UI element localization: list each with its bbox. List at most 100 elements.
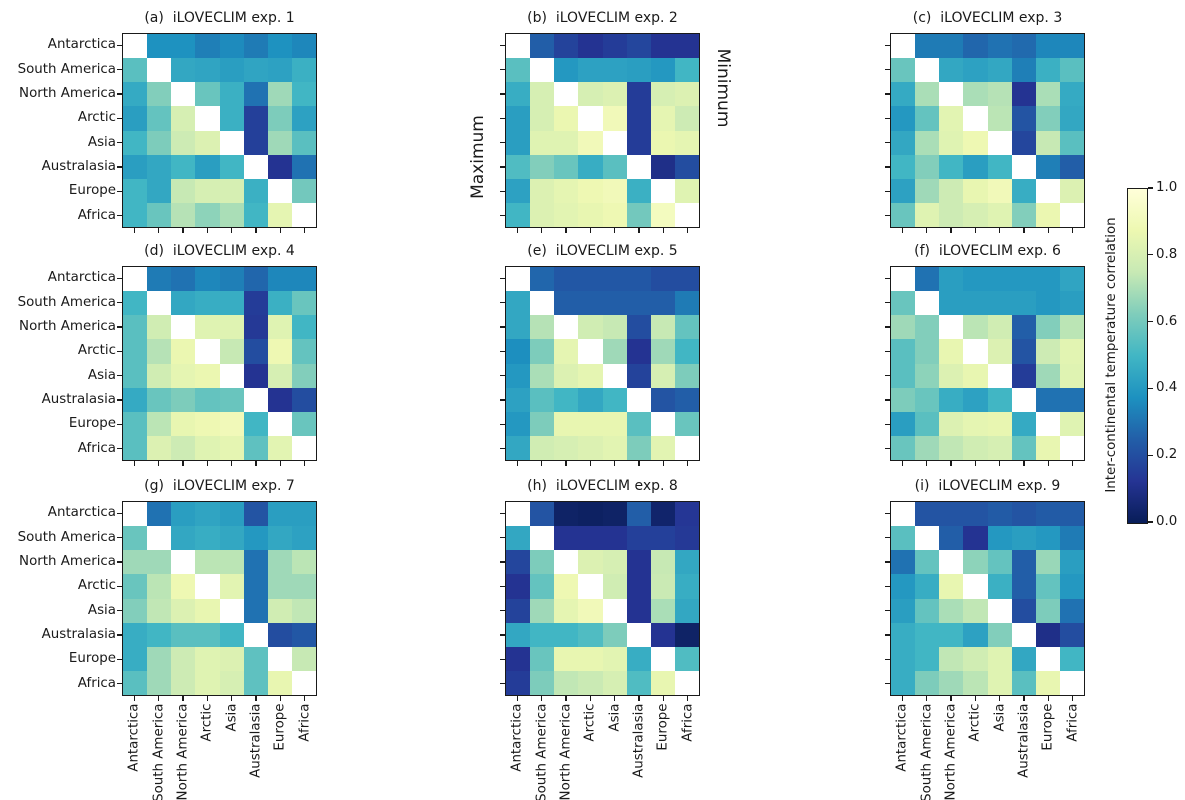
heatmap-cell [674, 154, 699, 179]
heatmap-cell [963, 154, 988, 179]
panel-title: (e) iLOVECLIM exp. 5 [527, 243, 678, 259]
heatmap-cell [1011, 598, 1036, 623]
heatmap-cell [123, 670, 148, 695]
heatmap-cell [915, 502, 940, 527]
heatmap-cell [626, 130, 651, 155]
heatmap-cell [602, 34, 627, 59]
x-tick-label: Asia [992, 703, 1008, 732]
y-tick-mark [500, 142, 505, 144]
heatmap-cell [963, 598, 988, 623]
heatmap-cell [1035, 58, 1060, 83]
heatmap-cell [147, 502, 172, 527]
heatmap-cell [1035, 106, 1060, 131]
heatmap-cell [939, 267, 964, 292]
y-tick-mark [885, 350, 890, 352]
heatmap-cell [243, 670, 268, 695]
minimum-triangle-label: Minimum [713, 48, 733, 128]
heatmap-cell [291, 411, 316, 436]
y-tick-label: Arctic [77, 578, 116, 594]
heatmap-cell [674, 291, 699, 316]
heatmap-cell [915, 106, 940, 131]
x-tick-mark [133, 461, 135, 466]
x-tick-mark [999, 461, 1001, 466]
heatmap-cell [1059, 411, 1084, 436]
panel-title: (c) iLOVECLIM exp. 3 [912, 10, 1063, 26]
heatmap-cell [195, 526, 220, 551]
heatmap-cell [650, 339, 675, 364]
heatmap-cell [530, 363, 555, 388]
heatmap-cell [554, 387, 579, 412]
heatmap-cell [602, 130, 627, 155]
heatmap-cell [219, 363, 244, 388]
y-tick-mark [500, 350, 505, 352]
heatmap-cell [650, 622, 675, 647]
heatmap-cell [915, 58, 940, 83]
y-tick-mark [885, 215, 890, 217]
x-tick-mark [614, 461, 616, 466]
x-tick-label: Antarctica [509, 703, 525, 772]
heatmap-cell [674, 339, 699, 364]
x-tick-mark [950, 696, 952, 701]
heatmap-cell [626, 82, 651, 107]
heatmap-cell [987, 387, 1012, 412]
heatmap-cell [195, 339, 220, 364]
heatmap-cell [530, 622, 555, 647]
heatmap-cell [267, 106, 292, 131]
heatmap-cell [1011, 34, 1036, 59]
heatmap-cell [123, 267, 148, 292]
heatmap-cell [578, 178, 603, 203]
heatmap-cell [578, 291, 603, 316]
heatmap-cell [602, 363, 627, 388]
heatmap-cell [219, 291, 244, 316]
heatmap-cell [963, 622, 988, 647]
heatmap-cell [939, 622, 964, 647]
x-tick-mark [157, 461, 160, 466]
heatmap-cell [267, 411, 292, 436]
x-tick-mark [540, 696, 543, 701]
colorbar-tick-label: 0.0 [1156, 514, 1178, 529]
heatmap-cell [147, 106, 172, 131]
heatmap-cell [626, 154, 651, 179]
x-tick-label: Arctic [199, 703, 215, 742]
heatmap-cell [243, 106, 268, 131]
heatmap-cell [147, 670, 172, 695]
x-tick-label: Australasia [1016, 703, 1032, 778]
heatmap-cell [1059, 106, 1084, 131]
heatmap-cell [1011, 58, 1036, 83]
heatmap-cell [987, 622, 1012, 647]
y-tick-mark [117, 448, 122, 450]
heatmap-cell [267, 34, 292, 59]
heatmap-cell [1035, 502, 1060, 527]
heatmap-cell [267, 339, 292, 364]
x-tick-mark [304, 228, 306, 233]
x-tick-mark [255, 696, 257, 701]
heatmap-cell [267, 363, 292, 388]
heatmap-cell [626, 574, 651, 599]
heatmap-cell [987, 154, 1012, 179]
y-tick-label: Antarctica [47, 505, 116, 521]
heatmap-cell [506, 82, 531, 107]
heatmap-cell [243, 202, 268, 227]
y-tick-label: Arctic [77, 343, 116, 359]
heatmap-cell [195, 646, 220, 671]
heatmap-cell [939, 670, 964, 695]
x-tick-mark [206, 696, 208, 701]
y-tick-label: North America [19, 553, 116, 569]
heatmap-cell [123, 130, 148, 155]
heatmap-cell [674, 178, 699, 203]
heatmap-cell [1059, 202, 1084, 227]
heatmap-cell [915, 339, 940, 364]
heatmap-cell [291, 574, 316, 599]
heatmap-cell [963, 291, 988, 316]
y-tick-mark [500, 399, 505, 401]
y-tick-mark [885, 658, 890, 661]
heatmap-cell [506, 411, 531, 436]
heatmap-cell [291, 82, 316, 107]
heatmap-cell [891, 34, 916, 59]
heatmap-cell [506, 435, 531, 460]
heatmap-cell [987, 411, 1012, 436]
heatmap-cell [267, 315, 292, 340]
heatmap-cell [554, 154, 579, 179]
x-tick-label: Africa [680, 703, 696, 742]
heatmap-cell [1011, 622, 1036, 647]
